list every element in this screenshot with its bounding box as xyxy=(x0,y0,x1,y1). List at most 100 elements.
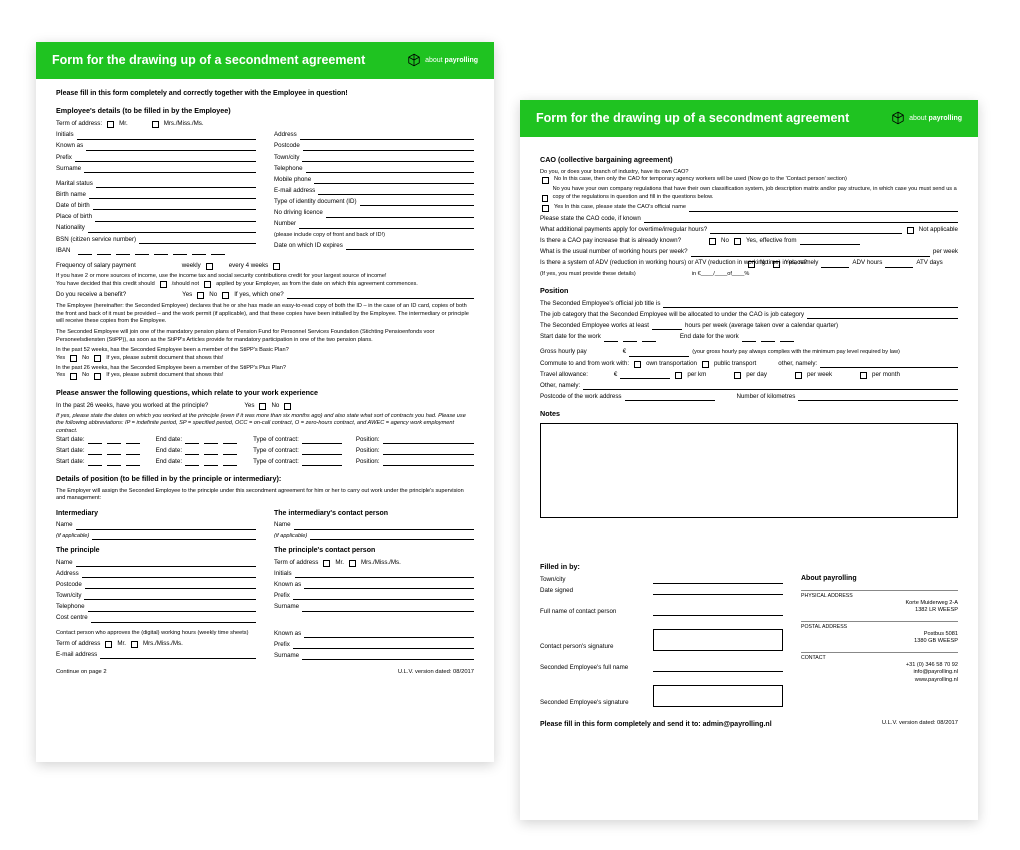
every4-checkbox[interactable] xyxy=(273,263,280,270)
pub-checkbox[interactable] xyxy=(702,361,709,368)
section-work-experience: Please answer the following questions, w… xyxy=(56,388,474,398)
mr-checkbox[interactable] xyxy=(107,121,114,128)
experience-row: Start date:End date:Type of contract:Pos… xyxy=(56,436,474,444)
travel-input[interactable] xyxy=(620,372,670,379)
cp-mrs-checkbox[interactable] xyxy=(349,560,356,567)
app-mrs-checkbox[interactable] xyxy=(131,641,138,648)
brand-logo: about payrolling xyxy=(407,53,478,67)
section-employee-details: Employee's details (to be filled in by t… xyxy=(56,106,474,116)
perday-checkbox[interactable] xyxy=(734,372,741,379)
q52-yes-checkbox[interactable] xyxy=(70,355,77,362)
telephone-input[interactable] xyxy=(306,166,474,173)
bsn-input[interactable] xyxy=(139,237,256,244)
q52-no-checkbox[interactable] xyxy=(94,355,101,362)
email-input[interactable] xyxy=(318,188,474,195)
about-box: About payrolling PHYSICAL ADDRESS Korte … xyxy=(801,554,958,710)
benefit-no-checkbox[interactable] xyxy=(222,292,229,299)
commute-other-input[interactable] xyxy=(820,361,958,368)
na-checkbox[interactable] xyxy=(907,227,914,234)
notes-textarea[interactable] xyxy=(540,423,958,518)
app-known-input[interactable] xyxy=(304,631,474,638)
prin-name-input[interactable] xyxy=(76,560,256,567)
q26-no-checkbox[interactable] xyxy=(94,373,101,380)
idnum-input[interactable] xyxy=(299,222,474,229)
payinc-no-checkbox[interactable] xyxy=(709,238,716,245)
perkm-checkbox[interactable] xyxy=(675,372,682,379)
surname-input[interactable] xyxy=(84,166,256,173)
app-prefix-input[interactable] xyxy=(293,642,474,649)
prin-postcode-input[interactable] xyxy=(85,582,256,589)
cao-yes-checkbox[interactable] xyxy=(542,205,549,212)
knownas-input[interactable] xyxy=(86,144,256,151)
cao-code-input[interactable] xyxy=(644,216,958,223)
usual-hours-input[interactable] xyxy=(691,250,930,257)
hoursweek-input[interactable] xyxy=(652,323,682,330)
app-surname-input[interactable] xyxy=(302,653,474,660)
address-input[interactable] xyxy=(300,133,474,140)
prin-cost-input[interactable] xyxy=(91,616,256,623)
dob-input[interactable] xyxy=(93,203,256,210)
fb-date-input[interactable] xyxy=(653,588,783,595)
cp-surname-input[interactable] xyxy=(302,605,474,612)
own-checkbox[interactable] xyxy=(634,361,641,368)
cp-mr-checkbox[interactable] xyxy=(323,560,330,567)
prefix-input[interactable] xyxy=(75,155,256,162)
form-page-1: Form for the drawing up of a secondment … xyxy=(36,42,494,762)
pob-input[interactable] xyxy=(95,215,256,222)
town-input[interactable] xyxy=(302,155,474,162)
eff-date-input[interactable] xyxy=(800,238,860,245)
prin-tel-input[interactable] xyxy=(88,605,256,612)
mobile-input[interactable] xyxy=(314,177,474,184)
app-email-input[interactable] xyxy=(100,652,256,659)
section-notes: Notes xyxy=(540,409,958,419)
section-cao: CAO (collective bargaining agreement) xyxy=(540,155,958,165)
adv-no-checkbox[interactable] xyxy=(748,261,755,268)
credit-shouldnot-checkbox[interactable] xyxy=(204,281,211,288)
postcode-input[interactable] xyxy=(303,144,474,151)
workedprin-yes-checkbox[interactable] xyxy=(259,403,266,410)
permonth-checkbox[interactable] xyxy=(860,372,867,379)
other-input[interactable] xyxy=(583,383,958,390)
section-position-details: Details of position (to be filled in by … xyxy=(56,474,474,484)
employee-signature[interactable] xyxy=(653,685,783,707)
grosspay-input[interactable] xyxy=(629,350,689,357)
workedprin-no-checkbox[interactable] xyxy=(284,403,291,410)
cao-no1-checkbox[interactable] xyxy=(542,177,549,184)
idtype-input[interactable] xyxy=(360,199,474,206)
cp-known-input[interactable] xyxy=(304,582,474,589)
payinc-yes-checkbox[interactable] xyxy=(734,238,741,245)
int-name-input[interactable] xyxy=(76,523,256,530)
emp-name-input[interactable] xyxy=(653,665,783,672)
contact-signature[interactable] xyxy=(653,629,783,651)
cp-initials-input[interactable] xyxy=(295,571,474,578)
postwork-input[interactable] xyxy=(625,394,715,401)
adv-yes-checkbox[interactable] xyxy=(773,261,780,268)
cao-addl-input[interactable] xyxy=(710,227,902,234)
form-page-2: Form for the drawing up of a secondment … xyxy=(520,100,978,820)
credit-should-checkbox[interactable] xyxy=(160,281,167,288)
weekly-checkbox[interactable] xyxy=(206,263,213,270)
intc-name-input[interactable] xyxy=(294,523,474,530)
fb-name-input[interactable] xyxy=(653,609,783,616)
jobtitle-input[interactable] xyxy=(663,301,958,308)
prin-address-input[interactable] xyxy=(82,571,256,578)
mrs-checkbox[interactable] xyxy=(152,121,159,128)
fb-town-input[interactable] xyxy=(653,577,783,584)
cao-name-input[interactable] xyxy=(689,205,958,212)
numkm-input[interactable] xyxy=(798,394,958,401)
cp-prefix-input[interactable] xyxy=(293,593,474,600)
birthname-input[interactable] xyxy=(89,192,256,199)
cao-no2-checkbox[interactable] xyxy=(542,195,548,202)
benefit-yes-checkbox[interactable] xyxy=(197,292,204,299)
marital-input[interactable] xyxy=(96,181,256,188)
perweek-checkbox[interactable] xyxy=(795,372,802,379)
nationality-input[interactable] xyxy=(88,226,256,233)
q26-yes-checkbox[interactable] xyxy=(70,373,77,380)
initials-input[interactable] xyxy=(77,133,256,140)
idexp-input[interactable] xyxy=(346,243,474,250)
prin-town-input[interactable] xyxy=(84,593,256,600)
jobcat-input[interactable] xyxy=(807,312,958,319)
benefit-which-input[interactable] xyxy=(287,292,474,299)
nodl-input[interactable] xyxy=(326,211,474,218)
app-mr-checkbox[interactable] xyxy=(105,641,112,648)
